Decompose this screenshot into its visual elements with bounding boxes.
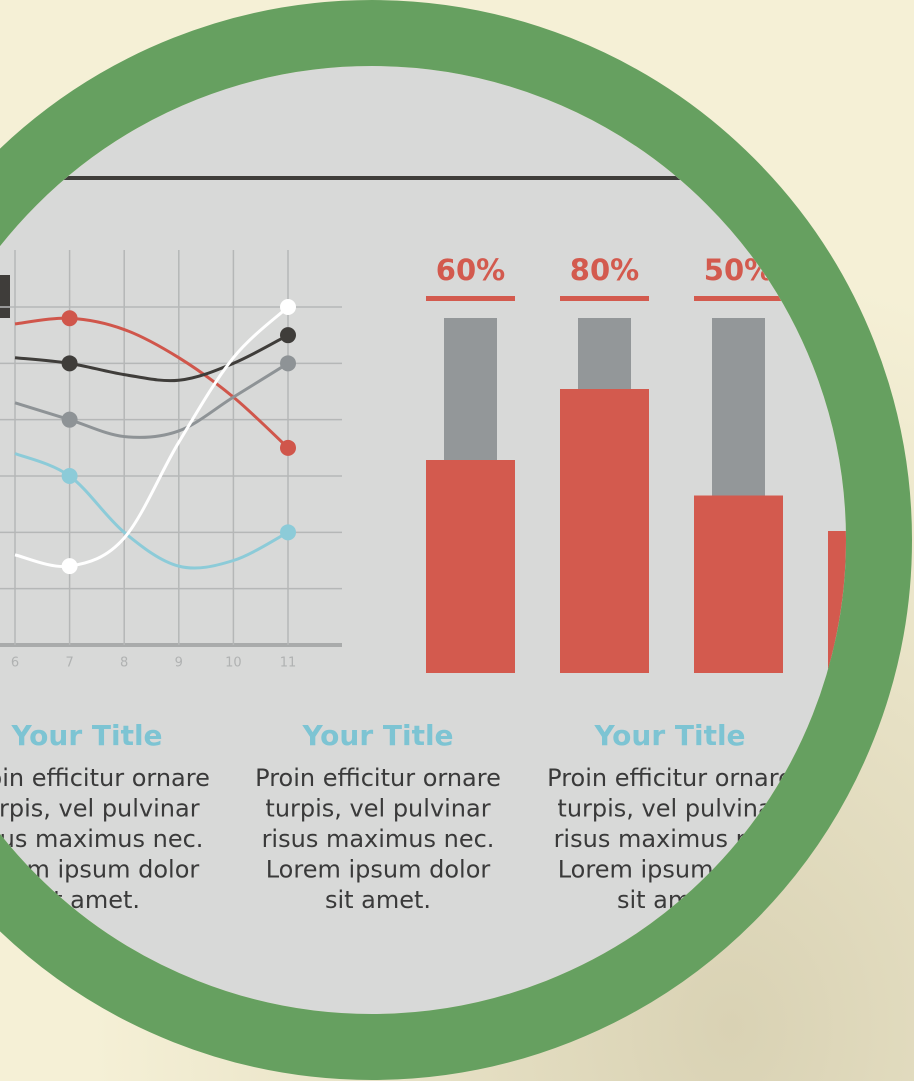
bar (560, 389, 649, 673)
series-marker (61, 310, 78, 327)
bar (694, 495, 783, 673)
series-marker (280, 299, 296, 315)
x-tick-label: 6 (11, 656, 19, 671)
series-marker (61, 558, 78, 575)
label-underline (694, 296, 783, 301)
series-marker (280, 355, 296, 372)
column-text: Proin efficitur ornare (0, 764, 210, 792)
column-text: turpis, vel pulvinar (0, 795, 200, 823)
bar (426, 460, 515, 673)
column-text: Lorem ipsum dolor (266, 856, 491, 884)
column-text: risus maximus nec. (262, 825, 495, 853)
column-text: turpis, vel pulvinar (557, 795, 782, 823)
column-text: sit amet. (325, 886, 431, 914)
column-text: Proin efficitur ornare (255, 764, 501, 792)
column-text: risus maximus nec. (0, 825, 203, 853)
x-tick-label: 8 (120, 656, 128, 671)
x-tick-label: 7 (65, 656, 73, 671)
legend-swatch (0, 275, 10, 318)
label-underline (560, 296, 649, 301)
column-text: Proin efficitur ornare (547, 764, 793, 792)
bar-value-label: 80% (570, 253, 639, 287)
column-title: Your Title (301, 719, 453, 752)
series-marker (61, 468, 78, 484)
column-title: Your Title (10, 719, 162, 752)
column-text: turpis, vel pulvinar (265, 795, 490, 823)
x-tick-label: 11 (280, 656, 297, 671)
x-tick-label: 9 (175, 656, 183, 671)
bar-value-label: 60% (436, 253, 505, 287)
series-marker (61, 355, 78, 372)
series-marker (280, 524, 296, 541)
series-marker (280, 439, 296, 456)
column-title: Your Title (593, 719, 745, 752)
label-underline (426, 296, 515, 301)
x-tick-label: 10 (225, 656, 242, 671)
series-marker (61, 411, 78, 428)
series-marker (280, 327, 296, 344)
